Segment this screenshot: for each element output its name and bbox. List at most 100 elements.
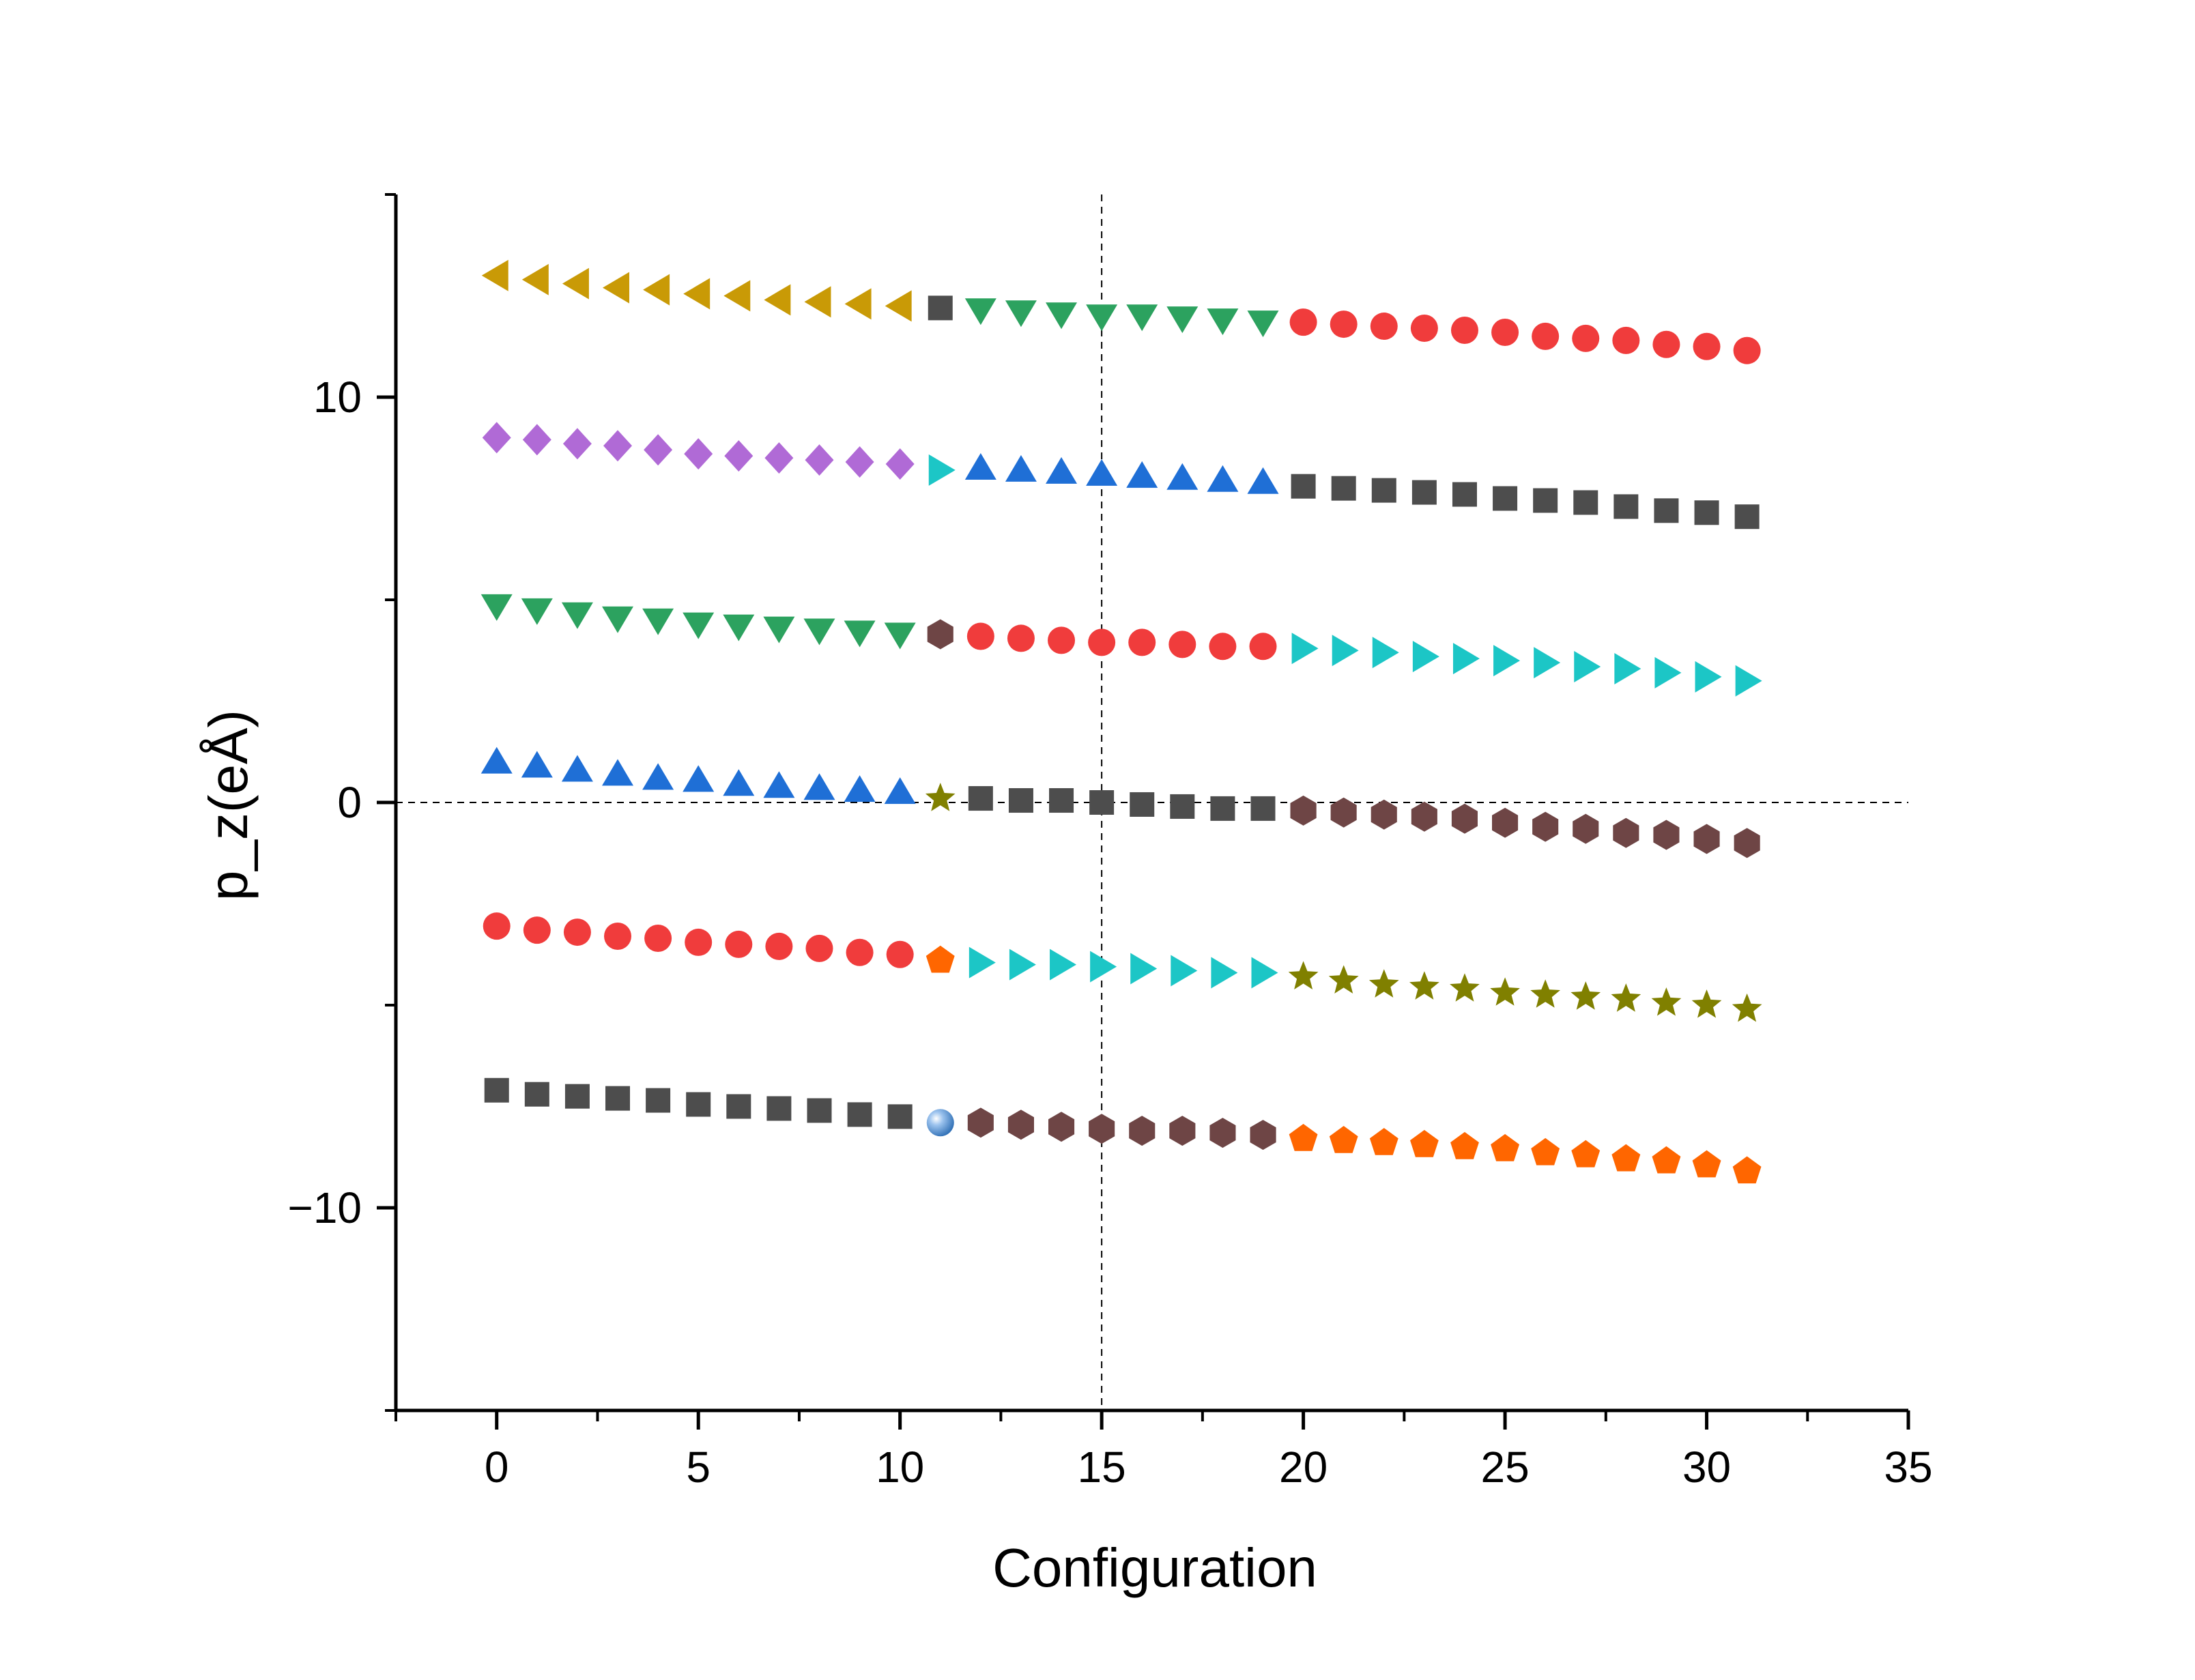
data-point-triangle-left (804, 286, 831, 318)
data-point-hexagon (1209, 1118, 1236, 1148)
data-point-square (1694, 500, 1719, 525)
data-point-square (807, 1098, 832, 1123)
data-point-pentagon (1450, 1131, 1479, 1159)
data-point-triangle-right (1654, 656, 1682, 689)
x-tick-label: 15 (1078, 1443, 1126, 1492)
data-point-pentagon (1491, 1133, 1519, 1161)
data-point-diamond (644, 434, 673, 466)
x-tick-label: 35 (1884, 1443, 1932, 1492)
data-point-triangle-left (603, 272, 630, 304)
y-axis-title: p_z(eÅ) (198, 710, 259, 901)
data-point-triangle-left (844, 288, 872, 320)
data-point-circle (483, 912, 511, 940)
data-point-square (1573, 490, 1598, 515)
data-point-star (1691, 989, 1722, 1018)
data-point-square (1049, 788, 1074, 813)
data-point-diamond (603, 430, 633, 462)
data-point-circle (1209, 633, 1237, 661)
data-point-triangle-down (1086, 304, 1118, 332)
data-point-pentagon (1732, 1156, 1762, 1184)
x-tick-label: 0 (485, 1443, 509, 1492)
data-point-triangle-down (844, 620, 876, 648)
data-point-hexagon (1492, 807, 1519, 838)
data-point-triangle-left (562, 267, 589, 300)
data-point-triangle-up (561, 755, 593, 782)
data-point-triangle-up (723, 769, 755, 796)
data-point-triangle-right (1050, 948, 1077, 981)
data-point-triangle-up (1247, 467, 1279, 494)
data-point-star (1570, 981, 1601, 1010)
data-point-circle (1128, 628, 1156, 656)
data-point-star (1530, 979, 1560, 1008)
data-point-triangle-right (1211, 957, 1238, 989)
data-point-triangle-down (1046, 302, 1078, 330)
data-point-circle (1048, 626, 1076, 654)
data-point-triangle-left (643, 274, 670, 306)
data-point-square (605, 1086, 631, 1111)
data-point-hexagon (1613, 817, 1639, 848)
data-point-triangle-up (1005, 454, 1037, 482)
data-point-pentagon (1692, 1150, 1721, 1178)
data-point-triangle-down (683, 612, 715, 639)
y-tick-label: 0 (337, 778, 362, 827)
data-point-square (1493, 486, 1518, 511)
y-tick-label: −10 (287, 1183, 362, 1232)
data-point-triangle-down (521, 598, 553, 625)
data-point-triangle-left (683, 278, 711, 310)
data-point-star (1651, 987, 1682, 1016)
data-point-triangle-down (723, 614, 755, 641)
tick-labels: 0 5 10 15 20 25 30 35 −10 0 10 (287, 373, 1932, 1492)
data-point-pentagon (1410, 1129, 1439, 1157)
data-point-hexagon (1129, 1116, 1156, 1146)
data-point-star (1409, 971, 1439, 1000)
data-point-triangle-right (1452, 643, 1480, 675)
data-point-triangle-up (480, 747, 513, 774)
data-point-square (564, 1084, 590, 1109)
data-point-triangle-down (1005, 300, 1037, 328)
data-point-square (1452, 482, 1477, 507)
data-point-hexagon (967, 1107, 994, 1138)
data-point-square (1533, 488, 1558, 513)
data-point-square (1170, 794, 1195, 819)
data-point-pentagon (1369, 1128, 1398, 1155)
data-point-circle (1370, 313, 1398, 341)
data-point-circle (1652, 330, 1680, 358)
data-point-star (1490, 977, 1520, 1006)
data-point-square (686, 1092, 711, 1117)
data-point-triangle-right (1090, 951, 1117, 983)
data-point-triangle-up (1126, 461, 1158, 488)
data-point-square (484, 1077, 509, 1103)
data-point-triangle-up (884, 777, 916, 805)
data-point-circle (886, 940, 914, 968)
data-point-circle (563, 918, 591, 946)
data-point-square (646, 1088, 671, 1113)
data-point-triangle-up (1086, 459, 1118, 486)
data-point-square (968, 786, 993, 811)
data-point-circle (1693, 332, 1721, 360)
data-point-diamond (482, 422, 511, 454)
data-point-triangle-right (1412, 641, 1439, 673)
data-point-pentagon (1329, 1126, 1358, 1153)
data-point-triangle-up (964, 452, 996, 480)
data-point-triangle-down (763, 616, 795, 643)
data-point-circle (1572, 324, 1600, 352)
data-point-sphere (926, 1109, 954, 1137)
data-point-pentagon (926, 945, 955, 973)
data-point-star (1611, 983, 1641, 1012)
data-point-diamond (845, 446, 874, 478)
data-point-square (1291, 474, 1316, 499)
data-point-triangle-up (683, 765, 715, 792)
data-point-hexagon (1693, 824, 1720, 854)
data-point-triangle-down (1207, 308, 1239, 336)
data-point-star (925, 783, 956, 811)
data-point-diamond (724, 440, 754, 472)
data-point-circle (1289, 308, 1317, 336)
data-point-circle (644, 924, 672, 952)
data-point-triangle-right (1332, 635, 1359, 667)
data-point-diamond (522, 424, 551, 456)
data-point-diamond (764, 442, 794, 474)
data-point-diamond (805, 444, 834, 476)
data-point-triangle-up (803, 773, 835, 800)
data-point-circle (1088, 628, 1116, 656)
data-point-square (887, 1104, 913, 1129)
